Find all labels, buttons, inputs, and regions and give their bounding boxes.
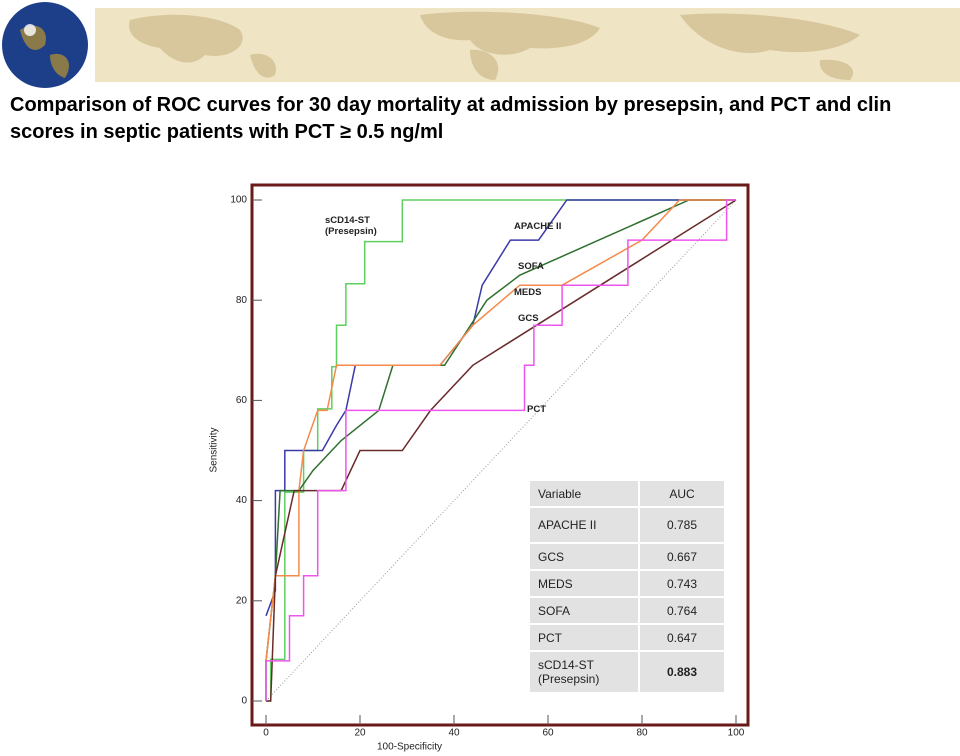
y-tick-label: 0 bbox=[241, 696, 247, 707]
x-axis-label: 100-Specificity bbox=[377, 742, 442, 753]
curve-label: GCS bbox=[518, 313, 539, 324]
variable-cell: MEDS bbox=[530, 571, 638, 596]
roc-curve bbox=[265, 199, 736, 701]
x-tick-label: 40 bbox=[448, 728, 460, 739]
curve-label: MEDS bbox=[514, 287, 542, 298]
curve-label: APACHE II bbox=[514, 221, 562, 232]
variable-cell: PCT bbox=[530, 625, 638, 650]
auc-cell: 0.647 bbox=[640, 625, 724, 650]
auc-table: Variable AUC APACHE II 0.785 GCS 0.667 MEDS 0.7… bbox=[528, 479, 726, 694]
curve-label: sCD14-ST (Presepsin) bbox=[325, 215, 377, 237]
roc-curve bbox=[265, 199, 736, 701]
auc-cell: AUC bbox=[640, 481, 724, 506]
y-axis-label: Sensitivity bbox=[209, 427, 220, 472]
reference-diagonal bbox=[265, 199, 737, 702]
auc-cell: 0.667 bbox=[640, 544, 724, 569]
table-row: GCS 0.667 bbox=[530, 544, 724, 569]
table-row: SOFA 0.764 bbox=[530, 598, 724, 623]
slide-title: Comparison of ROC curves for 30 day mort… bbox=[10, 94, 892, 143]
auc-cell: 0.785 bbox=[640, 508, 724, 542]
y-tick-label: 40 bbox=[236, 495, 248, 506]
curve-label: SOFA bbox=[518, 261, 544, 272]
table-row: APACHE II 0.785 bbox=[530, 508, 724, 542]
x-tick-label: 60 bbox=[542, 728, 554, 739]
map-land bbox=[129, 11, 860, 80]
auc-cell: 0.743 bbox=[640, 571, 724, 596]
y-tick-label: 80 bbox=[236, 295, 248, 306]
x-tick-label: 100 bbox=[728, 728, 745, 739]
table-header: Variable AUC bbox=[530, 481, 724, 506]
auc-cell: 0.764 bbox=[640, 598, 724, 623]
curve-label: PCT bbox=[527, 404, 546, 415]
table-row: PCT 0.647 bbox=[530, 625, 724, 650]
table-row: MEDS 0.743 bbox=[530, 571, 724, 596]
roc-curve bbox=[265, 199, 736, 661]
variable-cell: sCD14-ST (Presepsin) bbox=[530, 652, 638, 692]
variable-cell: GCS bbox=[530, 544, 638, 569]
variable-cell: SOFA bbox=[530, 598, 638, 623]
globe-highlight bbox=[24, 24, 36, 36]
y-tick-label: 20 bbox=[236, 595, 248, 606]
banner bbox=[2, 2, 960, 88]
auc-cell: 0.883 bbox=[640, 652, 724, 692]
roc-curve bbox=[266, 199, 737, 702]
table-row: sCD14-ST (Presepsin) 0.883 bbox=[530, 652, 724, 692]
x-tick-label: 0 bbox=[263, 728, 269, 739]
x-tick-label: 20 bbox=[354, 728, 366, 739]
variable-cell: Variable bbox=[530, 481, 638, 506]
x-tick-label: 80 bbox=[636, 728, 648, 739]
y-tick-label: 60 bbox=[236, 395, 248, 406]
globe-land bbox=[20, 25, 70, 78]
y-tick-label: 100 bbox=[230, 195, 247, 206]
variable-cell: APACHE II bbox=[530, 508, 638, 542]
